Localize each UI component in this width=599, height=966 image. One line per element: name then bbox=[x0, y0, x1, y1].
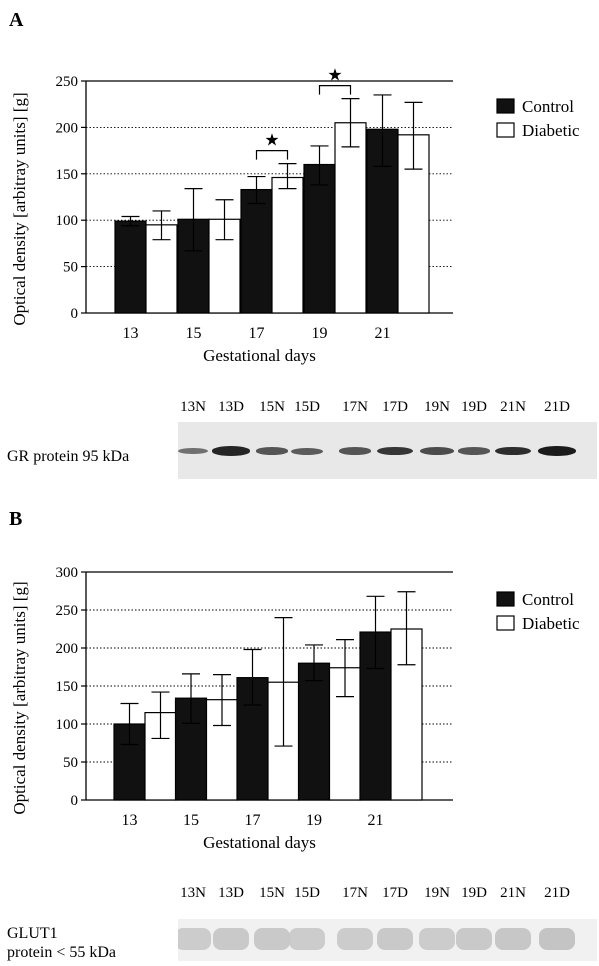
lane-label: 13N bbox=[180, 399, 206, 415]
bar-control bbox=[303, 163, 336, 314]
lane-label: 13D bbox=[218, 885, 244, 901]
lane-label: 21D bbox=[544, 885, 570, 901]
lane-label: 15N bbox=[259, 399, 285, 415]
x-tick-label: 13 bbox=[122, 812, 138, 829]
blot-band bbox=[178, 447, 208, 455]
blot-band bbox=[255, 447, 289, 455]
panel-b-lane-labels: 13N 13D 15N 15D 17N 17D 19N 19D 21N 21D bbox=[0, 885, 599, 905]
panel-a-western-blot bbox=[178, 422, 597, 479]
lane-label: 17N bbox=[342, 399, 368, 415]
y-axis-label: Optical density [arbitray units] [g] bbox=[10, 92, 29, 325]
y-tick-label: 50 bbox=[63, 755, 78, 771]
panel-b-blot-label: GLUT1 protein < 55 kDa bbox=[7, 924, 116, 962]
lane-label: 17D bbox=[382, 399, 408, 415]
legend-label-control: Control bbox=[522, 97, 574, 116]
blot-band bbox=[537, 446, 577, 456]
lane-label: 19D bbox=[461, 399, 487, 415]
x-tick-label: 17 bbox=[249, 325, 265, 342]
lane-label: 15N bbox=[259, 885, 285, 901]
panel-b-letter: B bbox=[9, 508, 23, 530]
y-tick-label: 50 bbox=[63, 260, 78, 276]
x-tick-label: 15 bbox=[183, 812, 199, 829]
lane-label: 13D bbox=[218, 399, 244, 415]
x-tick-label: 13 bbox=[123, 325, 139, 342]
lane-label: 19N bbox=[424, 399, 450, 415]
panel-b-western-blot bbox=[178, 919, 597, 961]
x-tick-label: 19 bbox=[312, 325, 328, 342]
lane-label: 13N bbox=[180, 885, 206, 901]
legend-swatch-diabetic bbox=[496, 122, 515, 138]
blot-band bbox=[494, 446, 532, 456]
lane-label: 21N bbox=[500, 885, 526, 901]
bar-diabetic bbox=[334, 122, 367, 314]
significance-bracket bbox=[318, 85, 352, 95]
blot-band bbox=[213, 928, 249, 950]
legend-swatch-control bbox=[496, 98, 515, 114]
blot-band bbox=[539, 928, 575, 950]
x-tick-label: 15 bbox=[186, 325, 202, 342]
y-tick-label: 0 bbox=[71, 793, 79, 809]
panel-a-lane-labels: 13N 13D 15N 15D 17N 17D 19N 19D 21N 21D bbox=[0, 399, 599, 419]
x-tick-label: 19 bbox=[306, 812, 322, 829]
panel-b-chart: 0 50 100 150 200 250 300 13 15 17 19 21 Gestational … bbox=[10, 565, 580, 852]
blot-band bbox=[254, 928, 290, 950]
legend-label-diabetic: Diabetic bbox=[522, 614, 580, 633]
y-axis-label: Optical density [arbitray units] [g] bbox=[10, 581, 29, 814]
lane-label: 17D bbox=[382, 885, 408, 901]
blot-label-line: protein < 55 kDa bbox=[7, 944, 116, 961]
lane-label: 15D bbox=[294, 399, 320, 415]
blot-band bbox=[338, 447, 372, 455]
blot-label-line: GR protein 95 kDa bbox=[7, 448, 130, 465]
significance-star: ★ bbox=[264, 131, 279, 150]
x-tick-label: 17 bbox=[245, 812, 261, 829]
blot-band bbox=[456, 928, 492, 950]
blot-band bbox=[495, 928, 531, 950]
y-tick-label: 200 bbox=[56, 641, 79, 657]
x-axis-label: Gestational days bbox=[203, 346, 316, 365]
blot-band bbox=[337, 928, 373, 950]
y-tick-label: 100 bbox=[56, 213, 79, 229]
lane-label: 19N bbox=[424, 885, 450, 901]
legend-label-control: Control bbox=[522, 590, 574, 609]
blot-band bbox=[420, 447, 454, 455]
blot-band bbox=[419, 928, 455, 950]
legend-label-diabetic: Diabetic bbox=[522, 121, 580, 140]
y-tick-label: 200 bbox=[56, 120, 79, 136]
y-tick-label: 0 bbox=[71, 306, 79, 322]
bar-control bbox=[240, 188, 273, 314]
bar-diabetic bbox=[271, 176, 304, 314]
significance-bracket bbox=[255, 149, 289, 160]
lane-label: 21D bbox=[544, 399, 570, 415]
bar-control bbox=[114, 220, 147, 314]
y-tick-label: 250 bbox=[56, 603, 79, 619]
legend-swatch-control bbox=[496, 591, 515, 607]
bar-diabetic bbox=[390, 628, 423, 801]
blot-band bbox=[291, 447, 323, 455]
blot-band bbox=[178, 928, 211, 950]
panel-a-blot-label: GR protein 95 kDa bbox=[7, 447, 129, 466]
bar-control bbox=[297, 662, 331, 801]
lane-label: 21N bbox=[500, 399, 526, 415]
y-tick-label: 300 bbox=[56, 565, 79, 581]
blot-band bbox=[377, 446, 413, 456]
blot-band bbox=[212, 446, 250, 456]
lane-label: 17N bbox=[342, 885, 368, 901]
panel-a-letter: A bbox=[9, 9, 24, 31]
blot-band bbox=[457, 447, 491, 455]
lane-label: 19D bbox=[461, 885, 487, 901]
y-tick-label: 150 bbox=[56, 167, 79, 183]
y-tick-label: 100 bbox=[56, 717, 79, 733]
blot-label-line: GLUT1 bbox=[7, 925, 58, 942]
x-axis-label: Gestational days bbox=[203, 833, 316, 852]
y-tick-label: 150 bbox=[56, 679, 79, 695]
panel-a-chart: 0 50 100 150 200 250 13 15 17 19 21 ★ ★ Gestational d… bbox=[10, 66, 580, 365]
significance-star: ★ bbox=[327, 66, 342, 85]
y-tick-label: 250 bbox=[56, 74, 79, 90]
x-tick-label: 21 bbox=[375, 325, 391, 342]
blot-band bbox=[377, 928, 413, 950]
blot-band bbox=[289, 928, 325, 950]
legend-swatch-diabetic bbox=[496, 615, 515, 631]
x-tick-label: 21 bbox=[368, 812, 384, 829]
lane-label: 15D bbox=[294, 885, 320, 901]
